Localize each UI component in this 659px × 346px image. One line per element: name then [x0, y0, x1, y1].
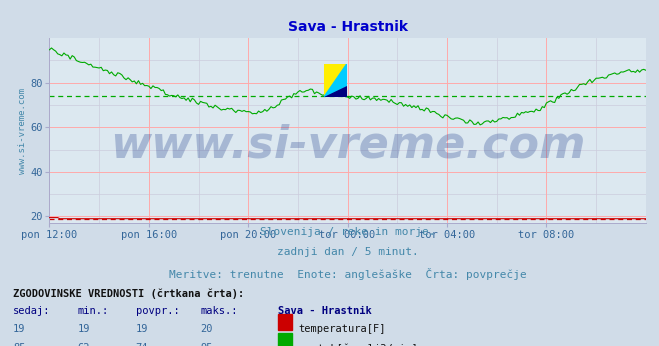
Text: Meritve: trenutne  Enote: anglešaške  Črta: povprečje: Meritve: trenutne Enote: anglešaške Črta…: [169, 268, 527, 280]
Text: 19: 19: [136, 324, 148, 334]
Text: povpr.:: povpr.:: [136, 306, 179, 316]
Bar: [278, 333, 292, 346]
Text: 19: 19: [78, 324, 90, 334]
Text: sedaj:: sedaj:: [13, 306, 51, 316]
Text: zadnji dan / 5 minut.: zadnji dan / 5 minut.: [277, 247, 418, 257]
Text: 19: 19: [13, 324, 26, 334]
Text: 85: 85: [13, 343, 26, 346]
Text: temperatura[F]: temperatura[F]: [299, 324, 386, 334]
Text: Sava - Hrastnik: Sava - Hrastnik: [278, 306, 372, 316]
Y-axis label: www.si-vreme.com: www.si-vreme.com: [18, 88, 27, 174]
Polygon shape: [324, 64, 347, 97]
Polygon shape: [324, 64, 347, 97]
Title: Sava - Hrastnik: Sava - Hrastnik: [287, 20, 408, 34]
Text: www.si-vreme.com: www.si-vreme.com: [110, 124, 585, 167]
Text: 20: 20: [200, 324, 213, 334]
Text: Slovenija / reke in morje.: Slovenija / reke in morje.: [260, 227, 436, 237]
Polygon shape: [324, 85, 347, 97]
Bar: [278, 314, 292, 330]
Text: 62: 62: [78, 343, 90, 346]
Text: 95: 95: [200, 343, 213, 346]
Text: min.:: min.:: [78, 306, 109, 316]
Text: pretok[čevelj3/min]: pretok[čevelj3/min]: [299, 343, 417, 346]
Text: maks.:: maks.:: [200, 306, 238, 316]
Text: ZGODOVINSKE VREDNOSTI (črtkana črta):: ZGODOVINSKE VREDNOSTI (črtkana črta):: [13, 289, 244, 299]
Text: 74: 74: [136, 343, 148, 346]
